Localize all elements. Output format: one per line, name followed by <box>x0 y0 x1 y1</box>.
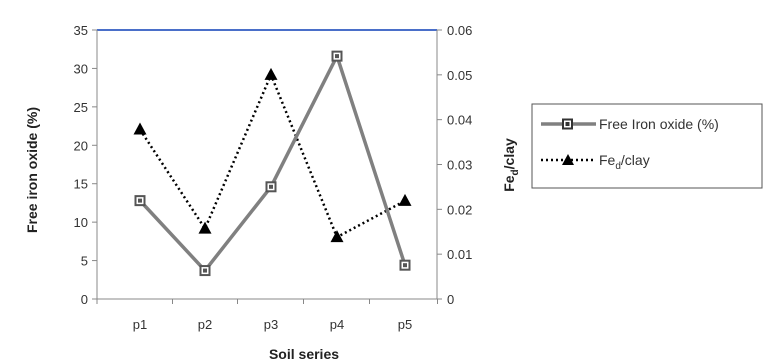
series-free-iron-oxide-line <box>138 51 407 274</box>
right-y-tick-label: 0.01 <box>447 247 472 262</box>
right-y-axis-title-sub: d <box>510 169 521 175</box>
x-ticks: p1 p2 p3 p4 p5 <box>96 299 438 332</box>
right-y-tick-label: 0.06 <box>447 23 472 38</box>
right-y-tick-label: 0 <box>447 292 454 307</box>
legend-label-series2-base: Fe <box>599 152 616 168</box>
left-y-tick-label: 10 <box>74 215 88 230</box>
left-y-axis-title: Free iron oxide (%) <box>24 107 40 233</box>
series-free-iron-oxide-point-core <box>335 54 339 59</box>
left-y-tick-label: 20 <box>74 138 88 153</box>
series-free-iron-oxide-point-core <box>138 198 142 203</box>
right-y-axis-title-rest: /clay <box>501 138 517 169</box>
right-y-ticks: 0 0.01 0.02 0.03 0.04 0.05 0.06 <box>437 23 472 307</box>
left-y-ticks: 0 5 10 15 20 25 30 35 <box>74 23 97 307</box>
x-tick-label: p3 <box>264 317 278 332</box>
right-y-tick-label: 0.04 <box>447 113 472 128</box>
x-tick-label: p1 <box>133 317 147 332</box>
series-fed-clay-point <box>398 193 412 206</box>
x-axis-title: Soil series <box>269 346 339 362</box>
left-y-tick-label: 35 <box>74 23 88 38</box>
right-y-tick-label: 0.03 <box>447 158 472 173</box>
series-free-iron-oxide-point-core <box>403 263 407 268</box>
right-y-axis-title-base: Fe <box>501 175 517 192</box>
x-tick-label: p4 <box>330 317 344 332</box>
legend-box <box>531 103 763 189</box>
legend-marker-series2 <box>562 154 574 165</box>
x-tick-label: p2 <box>198 317 212 332</box>
series-free-iron-oxide <box>134 50 411 277</box>
series-fed-clay-line <box>138 71 406 239</box>
x-tick-label: p5 <box>398 317 412 332</box>
legend-label-series2: Fed/clay <box>599 152 650 172</box>
series-fed-clay-point <box>264 67 278 80</box>
series-fed-clay-point <box>198 221 212 234</box>
series-free-iron-oxide-point-core <box>203 268 207 273</box>
right-y-tick-label: 0.02 <box>447 202 472 217</box>
legend-label-series2-rest: /clay <box>621 152 650 168</box>
left-y-tick-label: 25 <box>74 100 88 115</box>
legend-label-series1: Free Iron oxide (%) <box>599 116 719 132</box>
series-fed-clay-point <box>330 230 344 243</box>
series-fed-clay <box>133 67 412 243</box>
legend: Free Iron oxide (%) Fed/clay <box>531 103 763 189</box>
left-y-tick-label: 5 <box>81 254 88 269</box>
legend-label-series2-sub: d <box>615 161 621 172</box>
right-y-tick-label: 0.05 <box>447 68 472 83</box>
left-y-tick-label: 0 <box>81 292 88 307</box>
legend-marker-series1-core <box>565 122 570 126</box>
series-fed-clay-point <box>133 122 147 135</box>
right-y-axis-title: Fed/clay <box>501 138 521 192</box>
left-y-tick-label: 15 <box>74 177 88 192</box>
series-free-iron-oxide-point-core <box>269 184 273 189</box>
left-y-tick-label: 30 <box>74 61 88 76</box>
